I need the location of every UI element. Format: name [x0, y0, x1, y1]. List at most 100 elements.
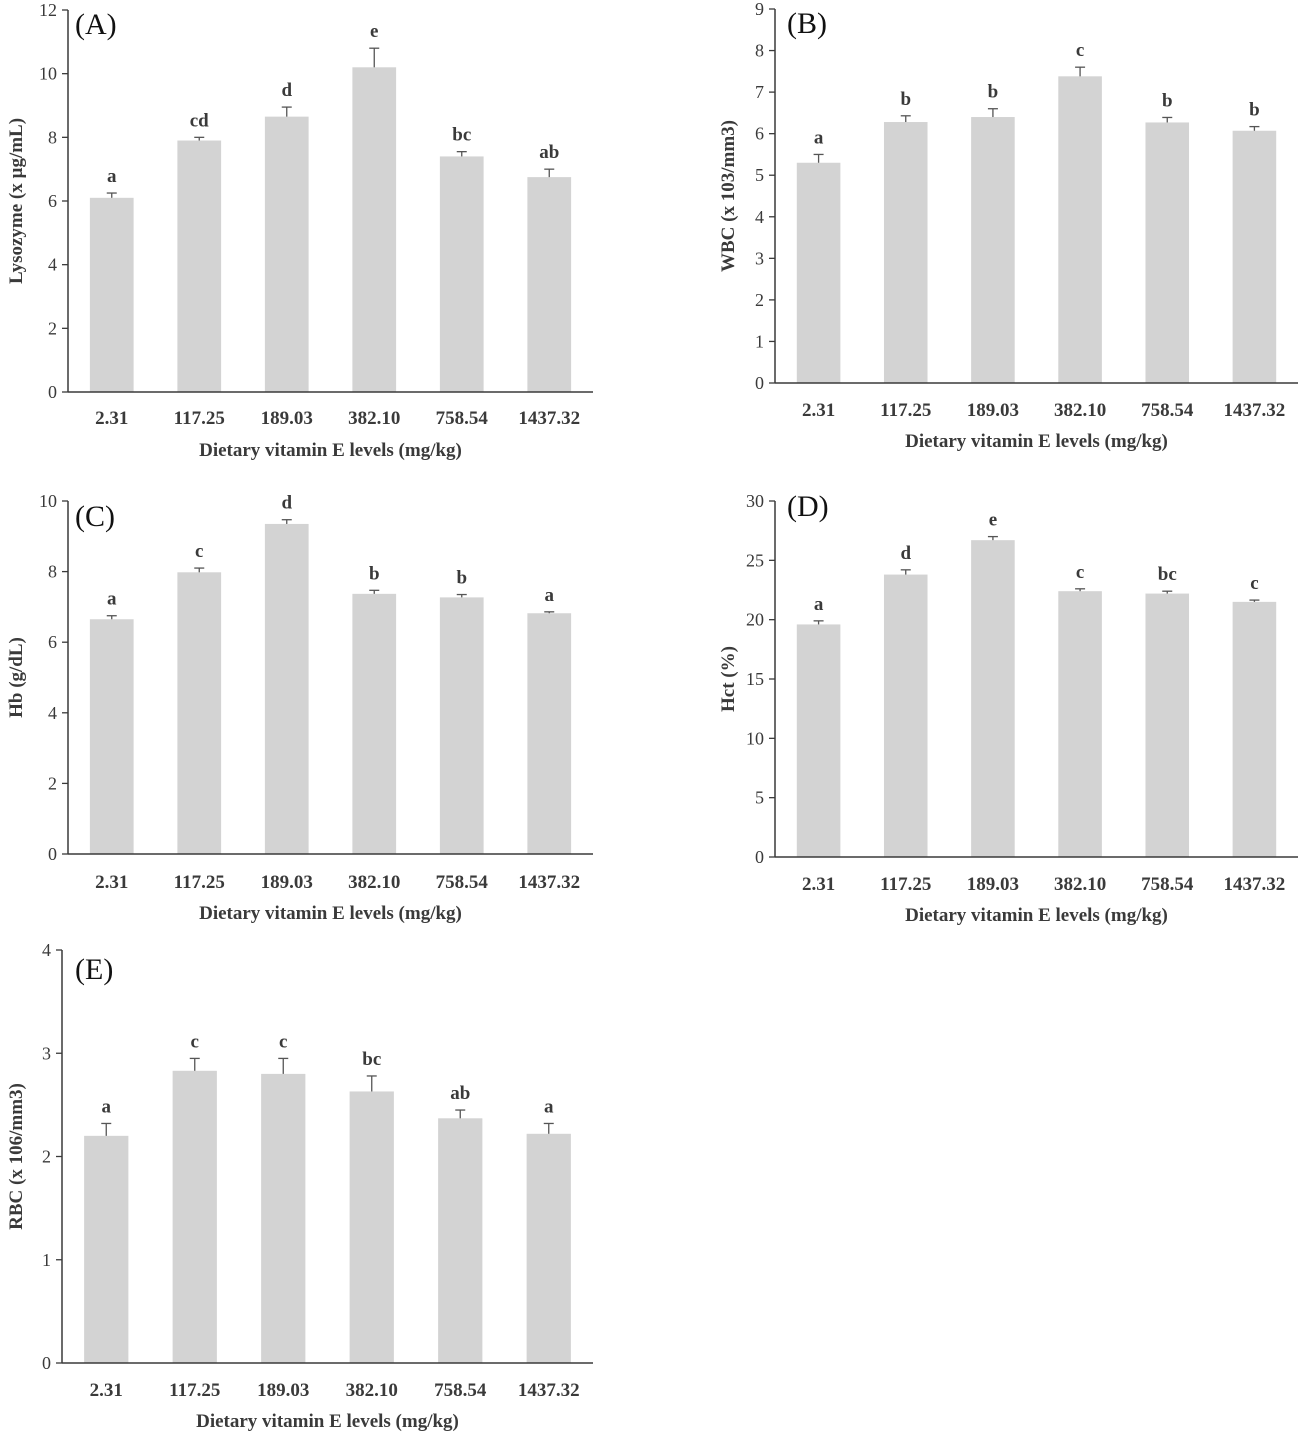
y-tick-label: 6 — [755, 124, 764, 144]
category-label: 382.10 — [346, 1380, 398, 1401]
bar — [177, 140, 222, 392]
y-tick-label: 0 — [48, 844, 57, 864]
bar — [883, 574, 928, 857]
significance-label: c — [195, 541, 203, 562]
chart-panel-5: 0 1 2 3 4 a 2.31 c 117.25 c 189.03 bc 382.10 ab 758.54… — [6, 940, 593, 1432]
significance-label: a — [814, 127, 824, 148]
significance-label: bc — [362, 1049, 381, 1070]
y-axis-title: WBC (x 103/mm3) — [718, 120, 739, 272]
significance-label: e — [370, 21, 378, 42]
bar — [438, 1118, 483, 1363]
panel-label: (E) — [75, 953, 113, 986]
significance-label: b — [1249, 100, 1260, 121]
panel-label: (C) — [75, 500, 115, 533]
y-tick-label: 4 — [48, 703, 57, 723]
category-label: 2.31 — [802, 874, 835, 895]
x-axis-title: Dietary vitamin E levels (mg/kg) — [199, 903, 462, 924]
category-label: 382.10 — [1054, 874, 1106, 895]
y-tick-label: 9 — [755, 0, 764, 19]
x-axis-title: Dietary vitamin E levels (mg/kg) — [905, 905, 1168, 926]
category-label: 189.03 — [261, 872, 313, 893]
y-axis-title: Hb (g/dL) — [6, 637, 27, 718]
chart-panel-2: 0 1 2 3 4 5 6 7 8 9 a 2.31 b 117.25 b 189.03 c 382.10 b 758… — [718, 0, 1298, 452]
category-label: 758.54 — [434, 1380, 487, 1401]
bar — [1232, 130, 1277, 383]
significance-label: d — [281, 80, 292, 101]
significance-label: c — [1250, 573, 1258, 594]
y-tick-label: 2 — [42, 1147, 51, 1167]
category-label: 117.25 — [174, 872, 225, 893]
y-tick-label: 5 — [755, 788, 764, 808]
significance-label: d — [900, 543, 911, 564]
category-label: 2.31 — [95, 408, 128, 429]
significance-label: bc — [1158, 564, 1177, 585]
y-tick-label: 6 — [48, 632, 57, 652]
significance-label: a — [102, 1096, 112, 1117]
panel-label: (A) — [75, 8, 117, 41]
significance-label: a — [107, 589, 117, 610]
y-axis-title: Hct (%) — [718, 646, 739, 712]
panel-label: (B) — [787, 7, 827, 40]
y-tick-label: 4 — [48, 255, 57, 275]
y-tick-label: 20 — [746, 610, 764, 630]
y-tick-label: 6 — [48, 191, 57, 211]
significance-label: b — [900, 89, 911, 110]
category-label: 382.10 — [1054, 400, 1106, 421]
bar — [172, 1070, 217, 1363]
significance-label: c — [279, 1031, 287, 1052]
category-label: 117.25 — [174, 408, 225, 429]
significance-label: b — [369, 563, 380, 584]
y-tick-label: 25 — [746, 550, 764, 570]
category-label: 758.54 — [1141, 874, 1194, 895]
category-label: 189.03 — [967, 874, 1019, 895]
category-label: 117.25 — [880, 874, 931, 895]
bar — [352, 593, 397, 854]
bar — [264, 116, 309, 393]
y-tick-label: 2 — [48, 773, 57, 793]
y-tick-label: 15 — [746, 669, 764, 689]
x-axis-title: Dietary vitamin E levels (mg/kg) — [196, 1411, 459, 1432]
bar — [1058, 76, 1102, 383]
chart-panel-4: 0 5 10 15 20 25 30 a 2.31 d 117.25 e 189.03 c 382.10 bc… — [718, 490, 1298, 926]
significance-label: cd — [190, 110, 209, 131]
bar — [971, 117, 1015, 384]
y-tick-label: 10 — [39, 491, 57, 511]
y-tick-label: 7 — [755, 82, 764, 102]
y-tick-label: 8 — [48, 562, 57, 582]
chart-panel-1: 0 2 4 6 8 10 12 a 2.31 cd 117.25 d 189.03 e 382.10 bc 75… — [6, 0, 593, 461]
significance-label: c — [191, 1031, 199, 1052]
bar — [796, 624, 841, 857]
bar — [883, 122, 928, 383]
y-tick-label: 1 — [42, 1250, 51, 1270]
significance-label: a — [107, 166, 117, 187]
bar — [177, 572, 222, 854]
bar — [261, 1073, 306, 1363]
bar — [526, 1133, 571, 1363]
significance-label: b — [988, 82, 999, 103]
category-label: 2.31 — [802, 400, 835, 421]
y-tick-label: 0 — [42, 1353, 51, 1373]
category-label: 189.03 — [261, 408, 313, 429]
y-tick-label: 4 — [42, 940, 51, 960]
significance-label: b — [456, 568, 467, 589]
y-tick-label: 3 — [42, 1043, 51, 1063]
significance-label: b — [1162, 90, 1173, 111]
x-axis-title: Dietary vitamin E levels (mg/kg) — [905, 431, 1168, 452]
bar — [1145, 122, 1190, 384]
y-tick-label: 0 — [755, 847, 764, 867]
category-label: 189.03 — [257, 1380, 309, 1401]
category-label: 2.31 — [90, 1380, 123, 1401]
bar — [527, 177, 572, 392]
significance-label: d — [281, 493, 292, 514]
category-label: 1437.32 — [1224, 874, 1286, 895]
bar — [89, 619, 134, 854]
bar — [1145, 593, 1190, 857]
significance-label: ab — [450, 1083, 470, 1104]
y-axis-title: RBC (x 106/mm3) — [6, 1083, 27, 1230]
significance-label: a — [814, 594, 824, 615]
bar — [796, 162, 841, 383]
category-label: 1437.32 — [518, 872, 580, 893]
category-label: 2.31 — [95, 872, 128, 893]
y-tick-label: 8 — [755, 41, 764, 61]
